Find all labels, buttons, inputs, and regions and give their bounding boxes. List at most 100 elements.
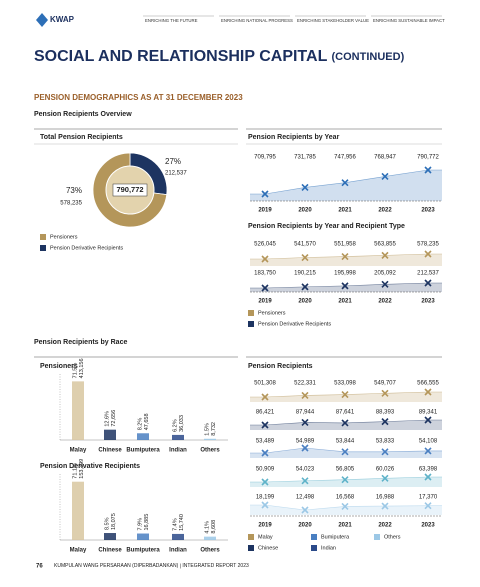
nav-item: ENRICHING NATIONAL PROGRESS [221, 18, 293, 23]
bar [172, 434, 184, 440]
chart-title: Pensioners [40, 363, 78, 370]
legend-label: Indian [321, 545, 336, 551]
value-label: 53,489 [256, 439, 275, 445]
bar [204, 438, 216, 440]
marker [424, 279, 432, 287]
marker [381, 251, 389, 259]
marker [261, 393, 269, 401]
pie-value-label: 27% [165, 157, 181, 166]
nav-item: ENRICHING THE FUTURE [145, 18, 198, 23]
year-label: 2019 [258, 208, 272, 214]
legend-label: Others [384, 534, 401, 540]
value-label: 768,947 [374, 155, 396, 161]
marker [381, 280, 389, 288]
marker [261, 190, 269, 198]
legend-label: Pensioners [50, 234, 78, 240]
marker [261, 449, 269, 457]
year-label: 2022 [378, 523, 392, 529]
title: SOCIAL AND RELATIONSHIP CAPITAL [34, 48, 328, 65]
value-label: 54,989 [296, 439, 315, 445]
rules [34, 128, 442, 358]
year-label: 2019 [258, 523, 272, 529]
legend-swatch [40, 234, 46, 240]
bar-value-label: 1.5% [204, 423, 210, 436]
marker [381, 418, 389, 426]
footer-text: KUMPULAN WANG PERSARAAN (DIPERBADANKAN) … [54, 563, 249, 569]
marker [341, 282, 349, 290]
total-label: 790,772 [116, 185, 143, 194]
value-label: 16,988 [376, 495, 395, 501]
bar [137, 433, 149, 440]
marker [301, 183, 309, 192]
area-fill [250, 254, 442, 266]
marker [341, 476, 349, 484]
bar-count-label: 72,656 [111, 410, 117, 427]
bar-value-label: 8.5% [104, 517, 110, 530]
bar-count-label: 36,033 [179, 415, 185, 432]
bar-value-label: 71.5% [72, 363, 78, 379]
marker [301, 253, 309, 262]
value-label: 89,341 [419, 410, 438, 416]
chart-title: Pension Derivative Recipients [40, 463, 140, 470]
legend-swatch [248, 310, 254, 316]
value-label: 86,421 [256, 410, 275, 416]
bar-count-label: 413,156 [79, 358, 85, 378]
legend-swatch [311, 534, 317, 540]
bar-value-label: 12.6% [104, 411, 110, 427]
legend-swatch [311, 545, 317, 551]
chart-title: Pension Recipients by Year and Recipient… [248, 223, 405, 230]
marker [381, 389, 389, 397]
value-label: 563,855 [374, 242, 396, 248]
category-label: Indian [169, 548, 187, 554]
category-label: Others [200, 448, 220, 454]
value-label: 60,026 [376, 467, 395, 473]
overview-title: Pension Recipients Overview [34, 111, 132, 118]
bar-value-label: 7.4% [172, 518, 178, 531]
marker [301, 506, 309, 514]
total-box [112, 183, 148, 197]
marker [261, 478, 269, 486]
marker [341, 419, 349, 427]
value-label: 549,707 [374, 381, 396, 387]
value-label: 212,537 [417, 271, 439, 277]
value-label: 12,498 [296, 495, 315, 501]
value-label: 183,750 [254, 271, 276, 277]
marker [424, 473, 432, 481]
year-label: 2023 [421, 523, 435, 529]
footer-org: KUMPULAN WANG PERSARAAN (DIPERBADANKAN) [54, 563, 179, 569]
value-label: 87,944 [296, 410, 315, 416]
bar-value-label: 8.2% [137, 418, 143, 431]
marker [341, 179, 349, 187]
category-label: Others [200, 548, 220, 554]
bar-count-label: 8,608 [211, 520, 217, 534]
value-label: 731,785 [294, 155, 316, 161]
bar [172, 533, 184, 540]
race-title: Pension Recipients by Race [34, 339, 127, 346]
year-label: 2023 [421, 299, 435, 305]
value-label: 195,998 [334, 271, 356, 277]
legend-label: Chinese [258, 545, 278, 551]
value-label: 50,909 [256, 467, 275, 473]
bar [72, 481, 84, 540]
category-label: Malay [70, 448, 87, 454]
value-label: 17,370 [419, 495, 438, 501]
marker [301, 391, 309, 399]
pie-value-label: 73% [66, 186, 82, 195]
bar-value-label: 7.9% [137, 518, 143, 531]
bar [204, 536, 216, 540]
bar [104, 533, 116, 540]
legend-swatch [40, 245, 46, 251]
value-label: 54,108 [419, 439, 438, 445]
bar-count-label: 18,075 [111, 513, 117, 530]
category-label: Chinese [98, 548, 122, 554]
area-fill [250, 170, 442, 201]
legend-swatch [374, 534, 380, 540]
marker [424, 166, 432, 174]
marker [301, 444, 309, 452]
category-label: Indian [169, 448, 187, 454]
value-label: 790,772 [417, 155, 439, 161]
value-label: 551,958 [334, 242, 356, 248]
marker [261, 255, 269, 263]
marker [341, 502, 349, 510]
legend-label: Pensioners [258, 310, 286, 316]
